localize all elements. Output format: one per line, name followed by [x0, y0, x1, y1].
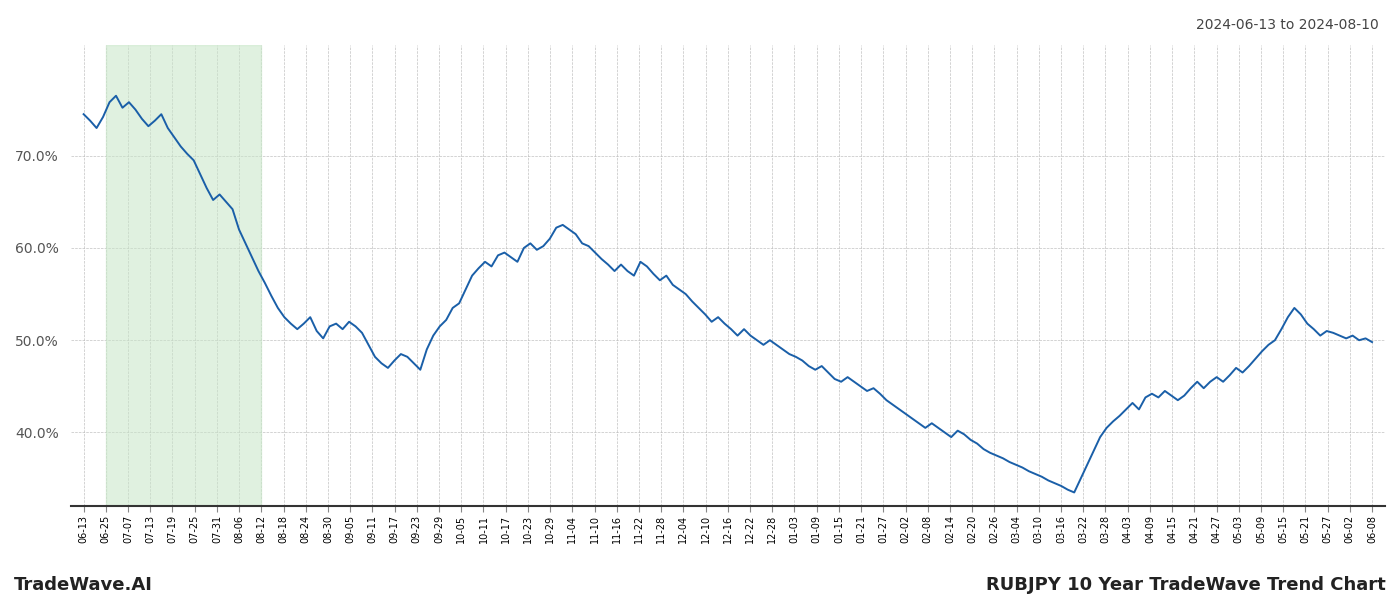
Text: RUBJPY 10 Year TradeWave Trend Chart: RUBJPY 10 Year TradeWave Trend Chart — [986, 576, 1386, 594]
Text: 2024-06-13 to 2024-08-10: 2024-06-13 to 2024-08-10 — [1196, 18, 1379, 32]
Bar — [106, 45, 262, 506]
Text: TradeWave.AI: TradeWave.AI — [14, 576, 153, 594]
